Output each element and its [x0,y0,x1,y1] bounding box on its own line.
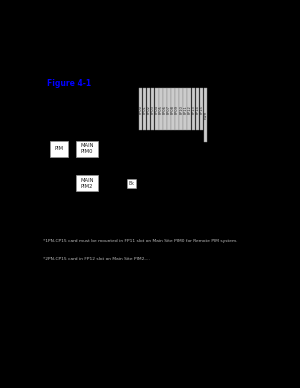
Text: FP01: FP01 [142,105,146,114]
Text: FP10: FP10 [179,105,183,114]
FancyBboxPatch shape [200,88,203,130]
FancyBboxPatch shape [167,88,171,130]
Text: FP12: FP12 [187,105,191,114]
Text: FP09: FP09 [175,105,179,114]
FancyBboxPatch shape [188,88,191,130]
FancyBboxPatch shape [191,88,195,130]
Text: Figure 4-1: Figure 4-1 [47,80,91,88]
FancyBboxPatch shape [50,141,68,157]
Text: MAIN
PIM0: MAIN PIM0 [80,144,94,154]
FancyBboxPatch shape [151,88,154,130]
FancyBboxPatch shape [171,88,175,130]
Text: FP07: FP07 [167,105,171,114]
FancyBboxPatch shape [163,88,167,130]
FancyBboxPatch shape [179,88,183,130]
Text: FP08: FP08 [171,105,175,114]
Text: PWR: PWR [203,111,208,120]
FancyBboxPatch shape [127,179,136,187]
Text: PIM: PIM [54,146,64,151]
FancyBboxPatch shape [183,88,187,130]
FancyBboxPatch shape [196,88,199,130]
FancyBboxPatch shape [143,88,146,130]
FancyBboxPatch shape [175,88,179,130]
Text: FP05: FP05 [159,105,163,114]
Text: *2PN-CP15 card in FP12 slot on Main Site PIM2,...: *2PN-CP15 card in FP12 slot on Main Site… [43,257,150,261]
Text: FP11: FP11 [183,105,187,114]
Text: FP15: FP15 [200,105,203,114]
FancyBboxPatch shape [76,175,98,191]
FancyBboxPatch shape [139,88,142,130]
Text: Bk: Bk [128,181,134,186]
Text: *1PN-CP15 card must be mounted in FP11 slot on Main Site PIM0 for Remote PIM sys: *1PN-CP15 card must be mounted in FP11 s… [43,239,238,243]
Text: FP03: FP03 [151,105,154,114]
FancyBboxPatch shape [204,88,207,142]
Text: FP13: FP13 [191,105,195,114]
Text: FP02: FP02 [147,105,151,114]
Text: FP00: FP00 [138,105,142,114]
Text: MAIN
PIM2: MAIN PIM2 [80,178,94,189]
FancyBboxPatch shape [159,88,163,130]
FancyBboxPatch shape [155,88,158,130]
Text: FP06: FP06 [163,105,167,114]
Text: FP04: FP04 [155,105,159,114]
Text: FP14: FP14 [195,105,200,114]
FancyBboxPatch shape [147,88,150,130]
FancyBboxPatch shape [76,141,98,157]
